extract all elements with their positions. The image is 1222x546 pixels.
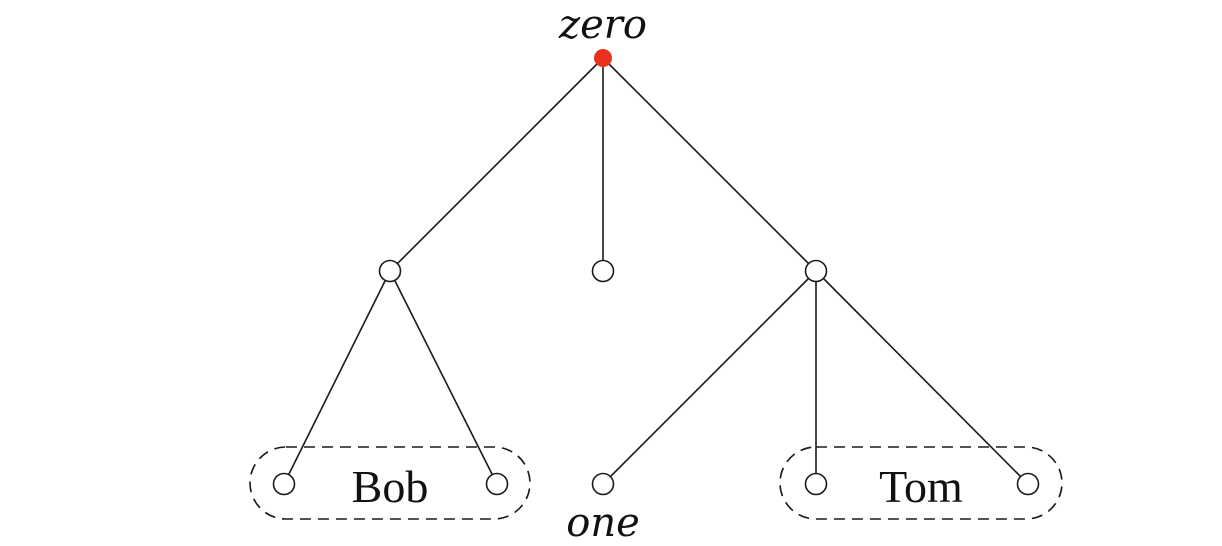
edge-a-a1: [283, 270, 391, 485]
edge-root-c: [602, 57, 817, 272]
leaf-label: one: [566, 500, 640, 546]
edge-c-c1: [602, 270, 817, 485]
group-layer: [249, 446, 1063, 520]
label-layer: zero one Bob Tom: [352, 2, 963, 546]
internal-node-a: [378, 259, 402, 283]
root-label: zero: [558, 2, 647, 48]
leaf-node-a1: [272, 472, 296, 496]
leaf-node-c3: [1016, 472, 1040, 496]
bob-group-label: Bob: [352, 461, 429, 512]
bob-group-box: [249, 446, 531, 520]
node-layer: [272, 49, 1040, 496]
leaf-node-c2: [804, 472, 828, 496]
edge-c-c3: [815, 270, 1029, 485]
edge-a-a2: [389, 270, 498, 485]
leaf-node-a2: [485, 472, 509, 496]
leaf-node-c1: [591, 472, 615, 496]
leaf-node-b: [591, 259, 615, 283]
edge-layer: [283, 57, 1029, 485]
tom-group-label: Tom: [879, 461, 963, 512]
edge-root-a: [389, 57, 604, 272]
internal-node-c: [804, 259, 828, 283]
root-node: [594, 49, 612, 67]
